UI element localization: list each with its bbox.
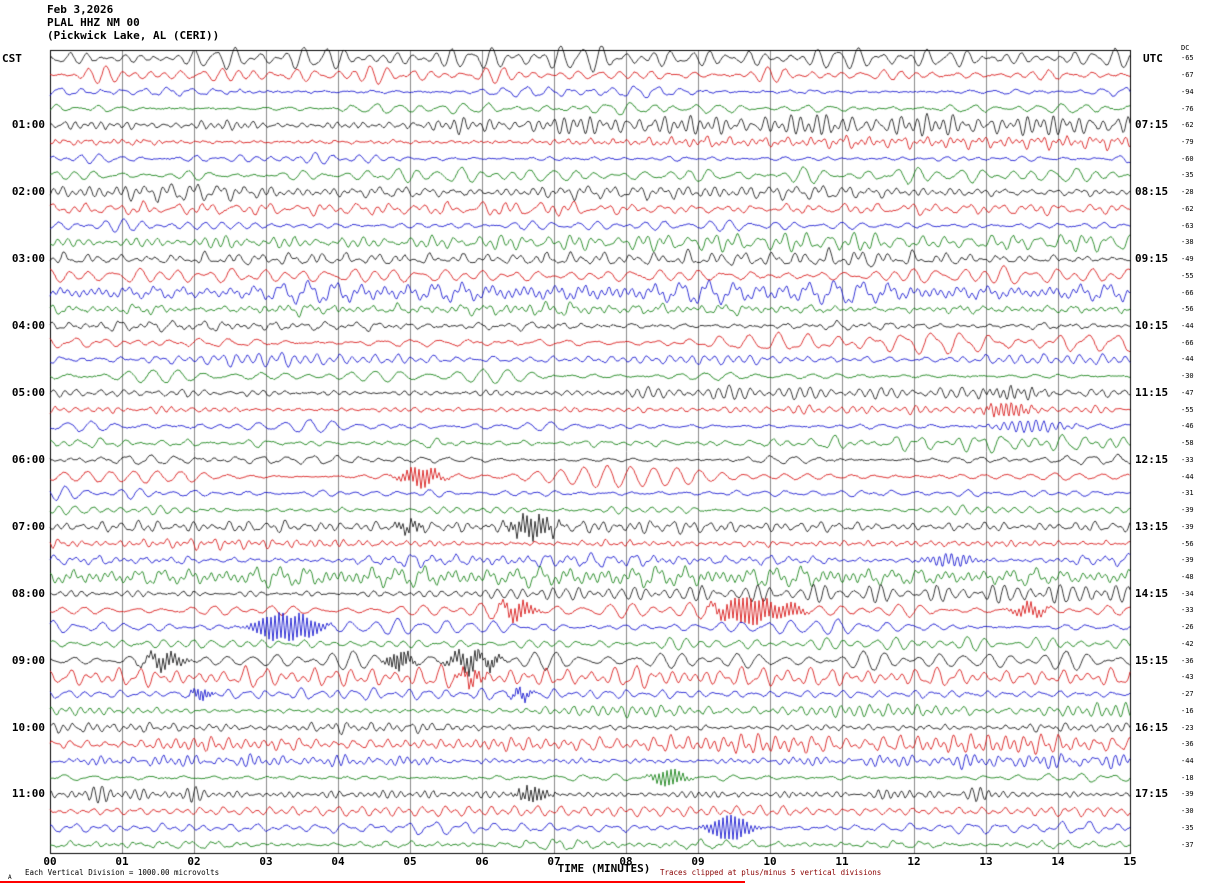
left-time-label: 02:00 (11, 185, 45, 199)
header-date: Feb 3,2026 (47, 3, 114, 16)
dc-value: -44 (1181, 756, 1194, 765)
left-time-label: 08:00 (11, 586, 45, 600)
dc-value: -36 (1181, 740, 1194, 749)
x-tick-label: 06 (475, 855, 489, 868)
x-tick-label: 01 (115, 855, 129, 868)
dc-value: -33 (1181, 606, 1194, 615)
x-tick-label: 04 (331, 855, 345, 868)
dc-value: -48 (1181, 572, 1194, 581)
dc-value: -44 (1181, 322, 1194, 331)
dc-value: -62 (1181, 204, 1194, 213)
dc-value: -39 (1181, 506, 1194, 515)
x-tick-label: 00 (43, 855, 57, 868)
dc-value: -49 (1181, 255, 1194, 264)
dc-value: -35 (1181, 171, 1194, 180)
x-tick-label: 09 (691, 855, 705, 868)
dc-value: -23 (1181, 723, 1194, 732)
x-tick-label: 03 (259, 855, 273, 868)
x-tick-label: 05 (403, 855, 417, 868)
dc-value: -43 (1181, 673, 1194, 682)
dc-value: -37 (1181, 840, 1194, 849)
dc-value: -60 (1181, 154, 1194, 163)
right-time-label: 15:15 (1135, 653, 1169, 667)
dc-value: -16 (1181, 706, 1194, 715)
dc-value: -66 (1181, 338, 1194, 347)
right-time-label: 10:15 (1135, 319, 1169, 333)
dc-header-label: DC (1181, 44, 1190, 52)
right-time-label: 07:15 (1135, 118, 1169, 132)
dc-value: -55 (1181, 405, 1194, 414)
dc-value: -38 (1181, 238, 1194, 247)
dc-value: -47 (1181, 388, 1194, 397)
x-axis-title: TIME (MINUTES) (557, 862, 651, 875)
right-time-label: 17:15 (1135, 787, 1169, 801)
x-tick-label: 13 (979, 855, 993, 868)
dc-value: -28 (1181, 188, 1194, 197)
x-tick-label: 07 (547, 855, 561, 868)
dc-value: -62 (1181, 121, 1194, 130)
dc-value: -18 (1181, 773, 1194, 782)
dc-value: -56 (1181, 305, 1194, 314)
left-time-label: 07:00 (11, 519, 45, 533)
dc-value: -65 (1181, 54, 1194, 63)
right-time-label: 14:15 (1135, 586, 1169, 600)
footer-scale-note: Each Vertical Division = 1000.00 microvo… (25, 868, 220, 877)
x-tick-label: 15 (1123, 855, 1137, 868)
dc-value: -56 (1181, 539, 1194, 548)
dc-value: -30 (1181, 372, 1194, 381)
x-tick-label: 02 (187, 855, 201, 868)
right-time-label: 12:15 (1135, 452, 1169, 466)
dc-value: -58 (1181, 439, 1194, 448)
x-tick-label: 11 (835, 855, 849, 868)
dc-value: -66 (1181, 288, 1194, 297)
dc-value: -34 (1181, 589, 1194, 598)
right-time-label: 09:15 (1135, 252, 1169, 266)
left-timezone-label: CST (2, 52, 22, 65)
dc-value: -44 (1181, 472, 1194, 481)
left-time-label: 10:00 (11, 720, 45, 734)
dc-value: -39 (1181, 522, 1194, 531)
left-time-label: 11:00 (11, 787, 45, 801)
dc-value: -39 (1181, 790, 1194, 799)
header-location: (Pickwick Lake, AL (CERI)) (47, 29, 220, 42)
dc-value: -44 (1181, 355, 1194, 364)
dc-value: -46 (1181, 422, 1194, 431)
dc-value: -26 (1181, 623, 1194, 632)
header-station: PLAL HHZ NM 00 (47, 16, 140, 29)
x-tick-label: 08 (619, 855, 633, 868)
dc-value: -36 (1181, 656, 1194, 665)
dc-value: -42 (1181, 639, 1194, 648)
dc-value: -67 (1181, 71, 1194, 80)
right-time-label: 08:15 (1135, 185, 1169, 199)
bottom-red-rule (0, 881, 745, 883)
corner-mark: A (8, 874, 12, 881)
dc-value: -63 (1181, 221, 1194, 230)
left-time-label: 01:00 (11, 118, 45, 132)
dc-value: -35 (1181, 823, 1194, 832)
dc-value: -79 (1181, 138, 1194, 146)
dc-value: -27 (1181, 690, 1194, 699)
left-time-label: 05:00 (11, 385, 45, 399)
x-tick-label: 14 (1051, 855, 1065, 868)
dc-value: -33 (1181, 455, 1194, 464)
right-time-label: 11:15 (1135, 385, 1169, 399)
dc-value: -55 (1181, 271, 1194, 280)
right-time-label: 13:15 (1135, 519, 1169, 533)
left-time-label: 09:00 (11, 653, 45, 667)
x-tick-label: 10 (763, 855, 777, 868)
footer-clip-note: Traces clipped at plus/minus 5 vertical … (660, 868, 882, 877)
x-tick-label: 12 (907, 855, 921, 868)
dc-value: -31 (1181, 489, 1194, 498)
left-time-label: 06:00 (11, 452, 45, 466)
dc-value: -94 (1181, 87, 1194, 96)
dc-value: -39 (1181, 556, 1194, 565)
left-time-label: 04:00 (11, 319, 45, 333)
right-time-label: 16:15 (1135, 720, 1169, 734)
left-time-label: 03:00 (11, 252, 45, 266)
dc-value: -30 (1181, 807, 1194, 816)
right-timezone-label: UTC (1143, 52, 1163, 65)
dc-value: -76 (1181, 104, 1194, 113)
